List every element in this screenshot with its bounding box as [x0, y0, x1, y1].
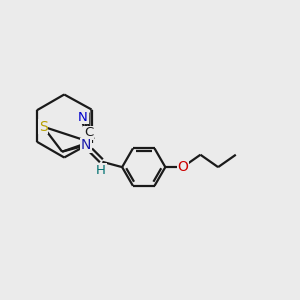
Text: N: N — [78, 111, 88, 124]
Text: O: O — [177, 160, 188, 174]
Text: N: N — [81, 138, 91, 152]
Text: H: H — [96, 164, 106, 177]
Text: S: S — [39, 120, 47, 134]
Text: C: C — [84, 126, 93, 139]
